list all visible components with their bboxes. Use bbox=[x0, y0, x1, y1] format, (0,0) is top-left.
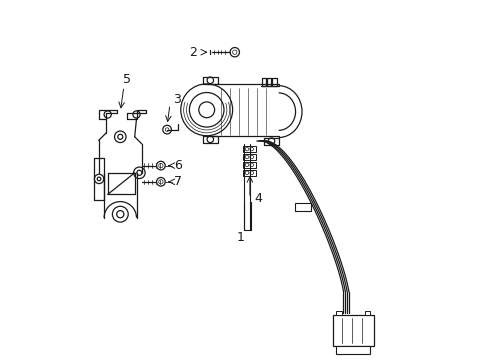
Bar bbox=[294, 203, 310, 211]
Text: 6: 6 bbox=[174, 159, 182, 172]
Text: 4: 4 bbox=[254, 192, 262, 204]
Text: 7: 7 bbox=[174, 175, 182, 188]
Bar bbox=[243, 162, 256, 168]
Text: 2: 2 bbox=[188, 46, 196, 59]
Text: 5: 5 bbox=[123, 73, 131, 86]
Bar bbox=[243, 170, 256, 176]
Bar bbox=[336, 311, 341, 315]
Bar bbox=[365, 311, 370, 315]
Bar bbox=[243, 154, 256, 160]
Bar bbox=[336, 346, 370, 354]
Text: 1: 1 bbox=[237, 231, 244, 244]
Bar bbox=[332, 315, 373, 346]
Text: 3: 3 bbox=[173, 93, 181, 105]
Bar bbox=[243, 146, 256, 152]
